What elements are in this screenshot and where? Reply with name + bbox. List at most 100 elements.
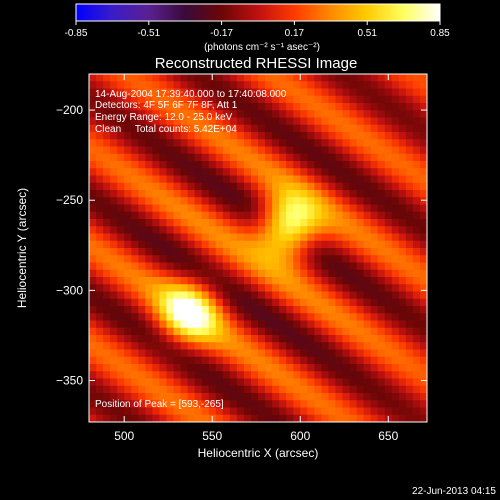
heatmap-cell	[328, 175, 337, 184]
heatmap-cell	[363, 277, 372, 285]
heatmap-cell	[412, 117, 421, 126]
heatmap-cell	[131, 320, 139, 329]
heatmap-cell	[89, 81, 97, 90]
heatmap-cell	[159, 139, 168, 148]
heatmap-cell	[384, 117, 393, 126]
heatmap-cell	[342, 124, 351, 133]
heatmap-cell	[215, 219, 224, 227]
heatmap-cell	[286, 153, 294, 162]
heatmap-cell	[398, 255, 407, 264]
heatmap-cell	[398, 349, 407, 358]
heatmap-cell	[342, 298, 351, 307]
heatmap-cell	[321, 335, 330, 343]
heatmap-cell	[215, 153, 224, 162]
heatmap-cell	[110, 291, 118, 300]
heatmap-cell	[377, 364, 386, 372]
heatmap-cell	[166, 124, 175, 133]
heatmap-cell	[215, 378, 224, 387]
heatmap-cell	[258, 349, 266, 358]
heatmap-cell	[173, 248, 182, 256]
heatmap-cell	[258, 313, 266, 322]
heatmap-cell	[131, 255, 139, 264]
heatmap-cell	[272, 414, 280, 422]
heatmap-cell	[300, 74, 308, 82]
heatmap-cell	[265, 364, 273, 372]
heatmap-cell	[222, 168, 231, 177]
heatmap-cell	[265, 400, 273, 409]
heatmap-cell	[145, 393, 153, 401]
heatmap-cell	[328, 204, 337, 213]
heatmap-cell	[398, 407, 407, 416]
heatmap-cell	[272, 74, 280, 82]
heatmap-cell	[166, 103, 175, 111]
heatmap-cell	[89, 117, 97, 126]
heatmap-cell	[145, 219, 153, 227]
heatmap-cell	[279, 378, 287, 387]
heatmap-cell	[208, 342, 217, 351]
heatmap-cell	[194, 255, 203, 264]
heatmap-cell	[293, 349, 301, 358]
heatmap-cell	[412, 161, 421, 169]
heatmap-cell	[201, 197, 210, 206]
heatmap-cell	[180, 407, 189, 416]
heatmap-cell	[391, 95, 400, 104]
heatmap-cell	[117, 356, 125, 365]
heatmap-cell	[300, 124, 308, 133]
heatmap-cell	[363, 255, 372, 264]
heatmap-cell	[229, 335, 238, 343]
heatmap-cell	[384, 306, 393, 314]
heatmap-cell	[272, 168, 280, 177]
heatmap-cell	[363, 364, 372, 372]
heatmap-cell	[398, 182, 407, 191]
heatmap-cell	[293, 132, 301, 140]
heatmap-cell	[250, 385, 259, 394]
heatmap-cell	[405, 175, 414, 184]
heatmap-cell	[89, 306, 97, 314]
heatmap-cell	[405, 139, 414, 148]
heatmap-cell	[138, 161, 146, 169]
heatmap-cell	[349, 74, 358, 82]
heatmap-cell	[180, 385, 189, 394]
heatmap-cell	[229, 211, 238, 220]
heatmap-cell	[138, 88, 146, 97]
heatmap-cell	[145, 327, 153, 336]
heatmap-cell	[215, 95, 224, 104]
heatmap-cell	[250, 103, 259, 111]
heatmap-cell	[272, 284, 280, 293]
heatmap-cell	[412, 313, 421, 322]
heatmap-cell	[377, 342, 386, 351]
heatmap-cell	[328, 298, 337, 307]
heatmap-cell	[384, 153, 393, 162]
heatmap-cell	[314, 320, 322, 329]
heatmap-cell	[250, 124, 259, 133]
heatmap-cell	[398, 161, 407, 169]
heatmap-cell	[258, 385, 266, 394]
heatmap-cell	[173, 161, 182, 169]
heatmap-cell	[419, 385, 427, 394]
heatmap-cell	[180, 161, 189, 169]
heatmap-cell	[117, 248, 125, 256]
heatmap-cell	[300, 226, 308, 235]
heatmap-cell	[159, 219, 168, 227]
heatmap-cell	[300, 349, 308, 358]
heatmap-cell	[412, 240, 421, 249]
heatmap-cell	[293, 103, 301, 111]
heatmap-cell	[300, 117, 308, 126]
heatmap-cell	[131, 414, 139, 422]
heatmap-cell	[272, 139, 280, 148]
heatmap-cell	[166, 219, 175, 227]
heatmap-cell	[96, 74, 104, 82]
heatmap-cell	[138, 110, 146, 119]
heatmap-cell	[349, 393, 358, 401]
heatmap-cell	[243, 161, 252, 169]
heatmap-cell	[314, 356, 322, 365]
heatmap-cell	[300, 414, 308, 422]
heatmap-cell	[279, 95, 287, 104]
heatmap-cell	[96, 168, 104, 177]
heatmap-cell	[194, 327, 203, 336]
heatmap-cell	[138, 364, 146, 372]
heatmap-cell	[117, 371, 125, 380]
heatmap-cell	[335, 284, 344, 293]
heatmap-cell	[384, 240, 393, 249]
heatmap-cell	[328, 393, 337, 401]
